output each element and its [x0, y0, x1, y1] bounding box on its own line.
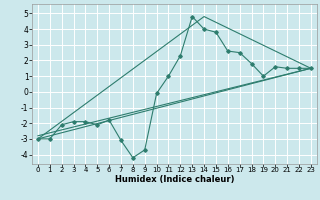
- X-axis label: Humidex (Indice chaleur): Humidex (Indice chaleur): [115, 175, 234, 184]
